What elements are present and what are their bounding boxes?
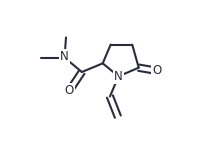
Text: N: N — [114, 70, 123, 83]
Text: O: O — [64, 84, 74, 96]
Text: O: O — [152, 64, 161, 77]
Text: N: N — [60, 50, 69, 63]
